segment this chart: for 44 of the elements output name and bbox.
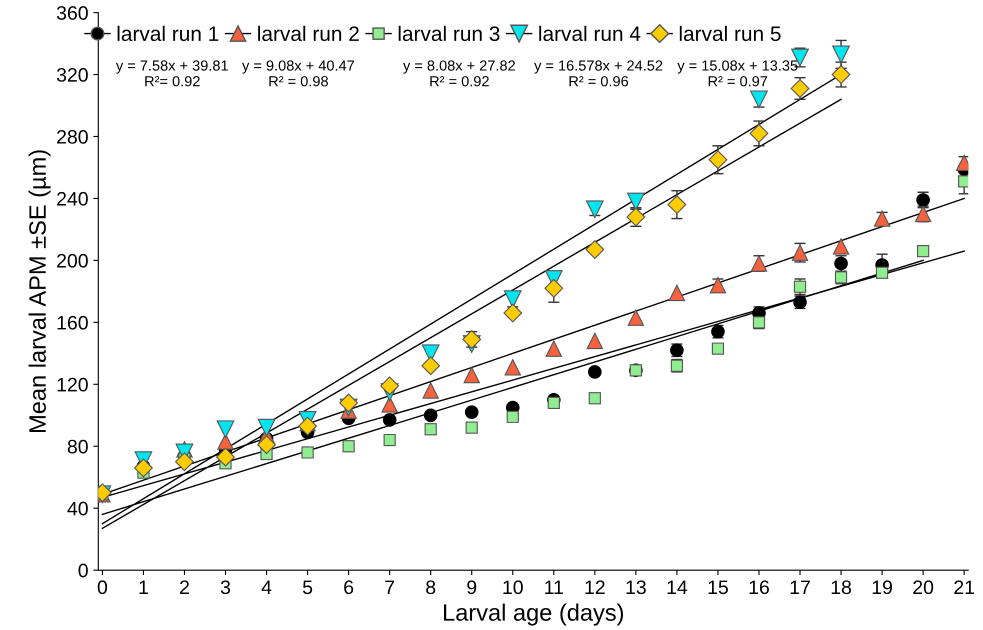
annotation: y = 8.08x + 27.82 R² = 0.92 [403, 60, 515, 86]
x-tick-label: 15 [708, 580, 728, 594]
x-axis-title: Larval age (days) [444, 604, 624, 626]
x-tick-label: 16 [750, 580, 769, 594]
x-tick-label: 6 [344, 580, 354, 594]
annotation: y = 9.08x + 40.47 R² = 0.98 [242, 60, 354, 86]
x-tick-label: 14 [668, 580, 688, 594]
x-tick-label: 13 [626, 580, 646, 594]
x-tick-label: 10 [503, 580, 523, 594]
x-tick-label: 21 [954, 580, 974, 594]
x-tick-label: 11 [545, 580, 563, 594]
legend-label: larval run 3 [398, 26, 500, 42]
x-tick-label: 3 [220, 580, 230, 594]
legend-label: larval run 5 [680, 26, 781, 42]
x-tick-label: 5 [302, 580, 312, 594]
x-tick-label: 19 [872, 580, 892, 594]
y-tick-label: 360 [56, 6, 88, 20]
y-tick-label: 200 [57, 254, 88, 268]
legend-label: larval run 1 [118, 26, 218, 42]
y-tick-label: 160 [58, 316, 88, 330]
x-tick-label: 1 [140, 580, 148, 594]
x-tick-label: 4 [262, 580, 272, 594]
y-tick-label: 280 [57, 130, 88, 144]
x-tick-label: 9 [467, 580, 476, 594]
y-tick-label: 80 [68, 440, 88, 454]
x-tick-label: 12 [586, 580, 605, 594]
y-axis-title: Mean larval APM ±SE (µm) [28, 150, 51, 432]
annotation: y = 7.58x + 39.81 R²= 0.92 [116, 60, 228, 86]
x-tick-label: 8 [426, 580, 436, 594]
x-tick-label: 20 [913, 580, 934, 594]
legend-label: larval run 4 [539, 26, 640, 42]
y-tick-label: 120 [58, 378, 88, 392]
y-tick-label: 320 [56, 68, 88, 82]
annotation: y = 15.08x + 13.35 R² = 0.97 [677, 60, 798, 86]
y-tick-label: 240 [57, 192, 88, 206]
y-tick-label: 40 [67, 502, 88, 516]
x-tick-label: 2 [180, 580, 189, 594]
annotation: y = 16.578x + 24.52 R² = 0.96 [534, 60, 662, 86]
x-tick-label: 18 [832, 580, 852, 594]
x-tick-label: 0 [98, 580, 108, 594]
legend-label: larval run 2 [258, 26, 359, 42]
x-tick-label: 7 [385, 580, 394, 594]
x-tick-label: 17 [790, 580, 810, 594]
y-tick-label: 0 [78, 564, 88, 578]
